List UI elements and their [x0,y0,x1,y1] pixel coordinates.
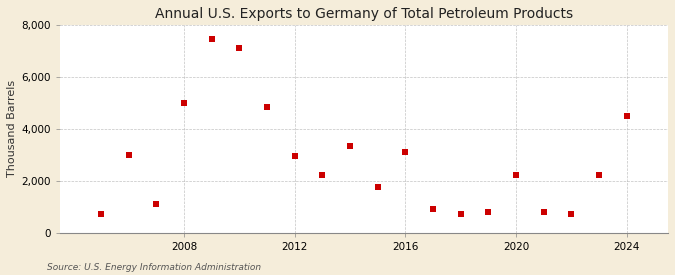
Point [510,173,521,178]
Point [483,210,493,214]
Point [455,212,466,216]
Point [400,150,410,154]
Title: Annual U.S. Exports to Germany of Total Petroleum Products: Annual U.S. Exports to Germany of Total … [155,7,573,21]
Point [124,152,134,157]
Y-axis label: Thousand Barrels: Thousand Barrels [7,80,17,177]
Point [593,173,604,178]
Point [621,114,632,118]
Point [179,101,190,105]
Point [566,212,576,216]
Point [207,37,217,41]
Point [151,202,162,206]
Point [262,104,273,109]
Point [345,143,356,148]
Point [290,154,300,158]
Point [96,212,107,216]
Point [373,185,383,189]
Point [427,207,438,211]
Point [234,46,245,50]
Text: Source: U.S. Energy Information Administration: Source: U.S. Energy Information Administ… [47,263,261,272]
Point [538,210,549,214]
Point [317,173,328,178]
